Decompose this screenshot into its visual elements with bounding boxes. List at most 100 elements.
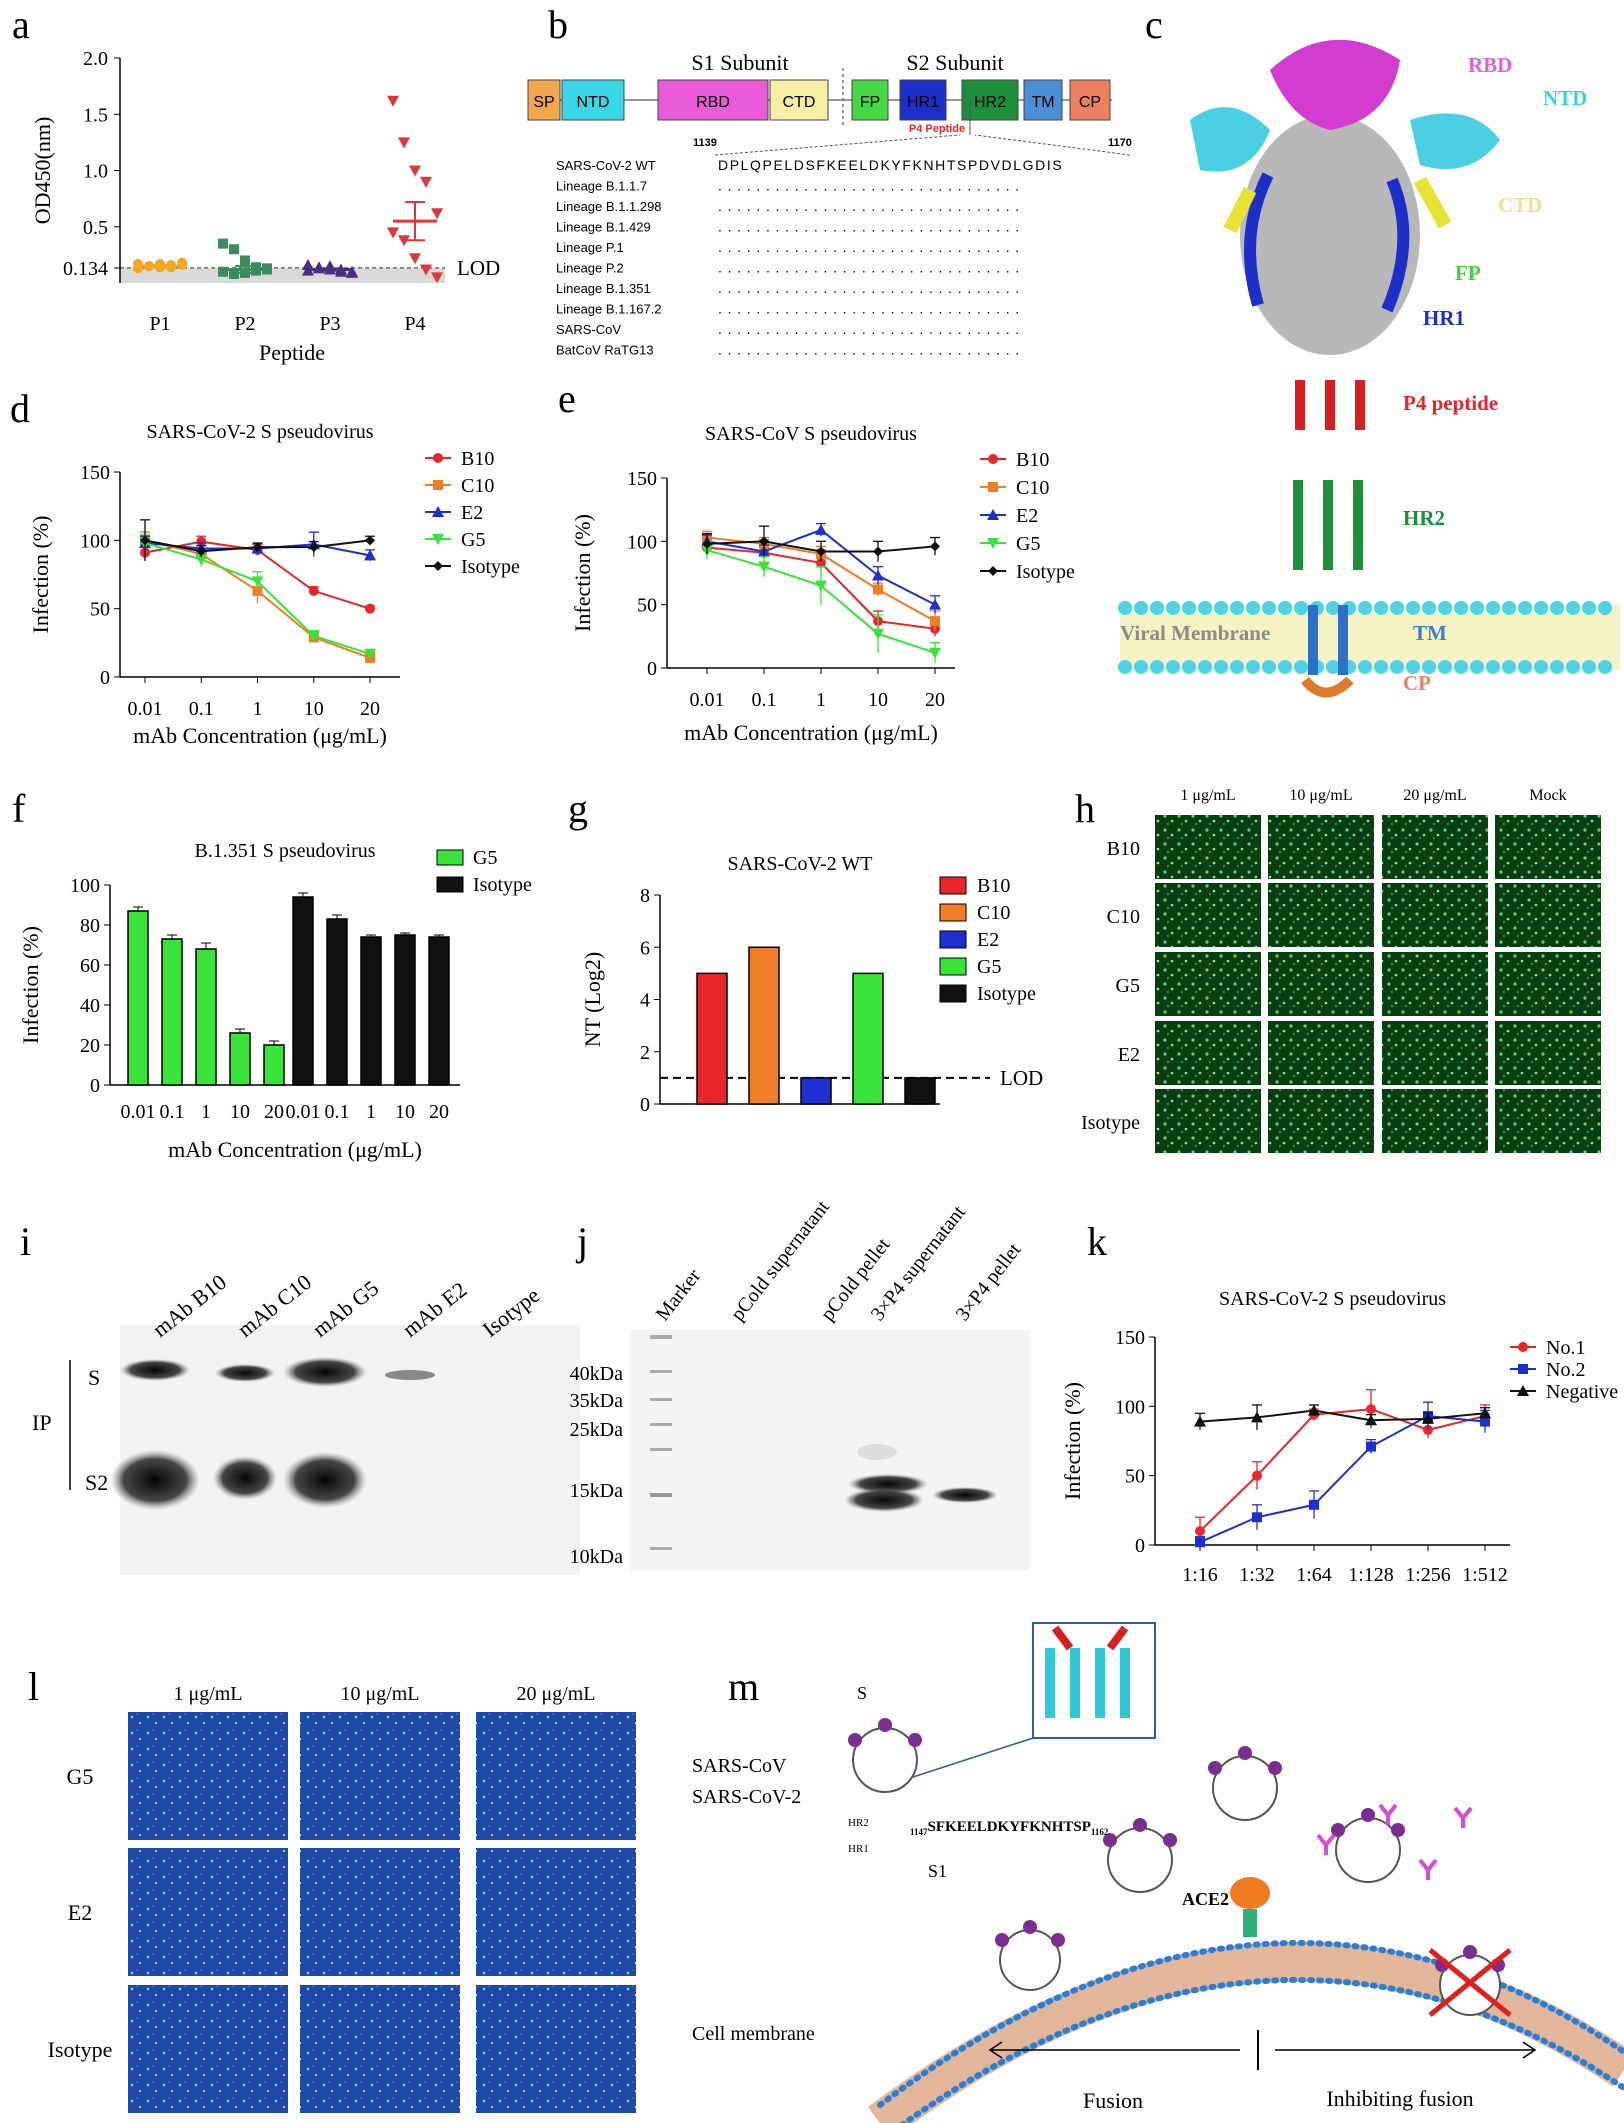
y-tick-label: 100	[70, 875, 100, 897]
legend-swatch	[436, 876, 464, 893]
legend-label: No.1	[1546, 1337, 1585, 1359]
domain-label: CP	[1079, 94, 1101, 111]
cell-membrane-band	[867, 1942, 1624, 2123]
structure-label: P4 peptide	[1403, 391, 1498, 415]
x-tick-label: 20	[264, 1101, 284, 1123]
membrane-bead	[1502, 660, 1516, 674]
lineage-name: Lineage P.1	[556, 240, 624, 255]
ace2-stem	[1243, 1909, 1257, 1937]
band-b10-s2	[110, 1450, 200, 1510]
membrane-bead	[1230, 660, 1244, 674]
x-tick-label: 1	[816, 689, 826, 711]
data-point	[431, 208, 443, 220]
panel-l-fluorescence-grid: 1 μg/mL 10 μg/mL 20 μg/mL G5 E2 Isotype	[48, 1683, 636, 2113]
y-axis-label: NT (Log2)	[580, 952, 605, 1048]
legend-marker	[987, 509, 999, 520]
band-b10-s	[120, 1359, 190, 1381]
data-point	[873, 546, 883, 557]
data-point	[398, 235, 410, 247]
zoom-line-right	[974, 134, 1131, 156]
legend-swatch	[939, 876, 967, 895]
hr2-helices-green	[1293, 480, 1363, 570]
hr1-helices	[1244, 172, 1410, 313]
domain-box-rbd	[657, 79, 769, 121]
x-tick-label: P1	[149, 313, 170, 335]
marker-label: 35kDa	[570, 1390, 623, 1412]
panel-label-c: c	[1145, 2, 1163, 47]
lineage-name: Lineage B.1.351	[556, 281, 651, 296]
data-point	[815, 580, 827, 592]
lineage-name: Lineage B.1.1.298	[556, 199, 662, 214]
domain-box-fp	[851, 79, 889, 121]
fluorescence-image	[1495, 1089, 1601, 1153]
zoom-line-left	[714, 134, 961, 156]
wb-marker-labels: 40kDa 35kDa 25kDa 15kDa 10kDa	[570, 1363, 623, 1568]
membrane-bead	[1358, 601, 1372, 615]
membrane-bead	[1518, 601, 1532, 615]
chart-title: SARS-CoV-2 WT	[727, 853, 872, 875]
fluorescence-image	[1382, 952, 1488, 1016]
data-point	[307, 631, 320, 642]
membrane-bead	[1566, 660, 1580, 674]
legend-label: G5	[1016, 533, 1040, 555]
structure-label: NTD	[1543, 86, 1587, 110]
membrane-bead	[1182, 601, 1196, 615]
legend-swatch	[939, 903, 967, 922]
band-sup-faint	[857, 1444, 897, 1460]
legend-marker	[1518, 1342, 1528, 1352]
data-point	[364, 648, 376, 660]
fusion-arrow	[988, 2041, 1240, 2059]
pos-end: 1170	[1108, 137, 1132, 149]
sequence-identity-dots: ................................	[718, 342, 1025, 358]
data-point	[702, 538, 712, 549]
grid-column-label: Mock	[1529, 787, 1566, 804]
p4-peptide-label: P4 Peptide	[909, 123, 965, 135]
lineage-name: SARS-CoV	[556, 322, 621, 337]
y-tick-label: 0.5	[83, 217, 108, 239]
membrane-bead	[1230, 601, 1244, 615]
legend-marker	[987, 538, 999, 549]
panel-a-scatter-chart: LOD 2.0 1.5 1.0 0.5 0.134 OD450(nm) Peptide P1 P2…	[30, 48, 500, 365]
grid-column-label: 20 μg/mL	[1403, 787, 1466, 804]
fluorescence-image	[1155, 952, 1261, 1016]
data-point	[364, 549, 376, 561]
grid-row-label: G5	[1116, 975, 1140, 997]
membrane-bead	[1150, 660, 1164, 674]
y-tick-label: 0	[90, 1075, 100, 1097]
data-point	[1195, 1537, 1205, 1548]
spike-core-gray	[1240, 115, 1420, 355]
y-tick-label: 4	[640, 990, 650, 1012]
x-tick-label: P2	[234, 313, 255, 335]
domain-box-tm	[1023, 79, 1063, 121]
data-point	[1252, 1470, 1262, 1481]
structure-label: TM	[1413, 621, 1447, 645]
virion-2	[1107, 1827, 1173, 1893]
domain-boxes: SP NTD RBD CTD FP HR1 HR2 TM CP	[527, 79, 1111, 121]
sequence-identity-dots: ................................	[718, 198, 1025, 214]
legend-marker	[988, 482, 998, 492]
membrane-bead	[1246, 660, 1260, 674]
membrane-bead	[1486, 660, 1500, 674]
y-tick-label: 150	[80, 462, 110, 484]
chart-title: B.1.351 S pseudovirus	[194, 840, 375, 862]
y-tick-label: 2	[640, 1042, 650, 1064]
data-point	[140, 535, 150, 546]
band-pellet-main	[932, 1487, 998, 1503]
chart-title: SARS-CoV-2 S pseudovirus	[146, 421, 373, 443]
grid-column-label: 1 μg/mL	[173, 1683, 242, 1705]
legend-marker	[433, 480, 443, 490]
m-s-label: S	[857, 1683, 867, 1703]
series-line	[1199, 1409, 1486, 1423]
x-tick-label: 10	[230, 1101, 250, 1123]
bar	[127, 910, 149, 1086]
fluorescence-image	[1495, 815, 1601, 879]
membrane-bead	[1326, 601, 1340, 615]
y-tick-label: 0	[640, 1094, 650, 1116]
bar	[800, 1077, 832, 1105]
membrane-bead	[1486, 601, 1500, 615]
data-point	[365, 535, 375, 546]
fluorescence-image	[1155, 883, 1261, 947]
y-tick-label: 80	[80, 915, 100, 937]
x-tick-label: 10	[395, 1101, 415, 1123]
